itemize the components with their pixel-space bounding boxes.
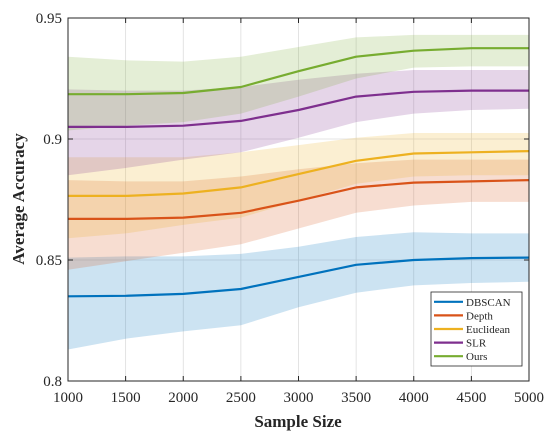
line-slr <box>68 89 529 129</box>
band-depth <box>68 159 529 270</box>
legend-label-dbscan: DBSCAN <box>466 297 511 309</box>
x-tick-label: 2000 <box>168 390 198 406</box>
x-tick-label: 3500 <box>341 390 371 406</box>
y-tick-label: 0.9 <box>43 132 62 148</box>
band-euclidean <box>68 133 529 239</box>
line-euclidean <box>68 150 530 197</box>
x-axis-ticks: 1000 1500 2000 2500 3000 3500 4000 4500 5000 <box>53 18 544 406</box>
y-tick-label: 0.8 <box>43 374 62 390</box>
band-slr <box>68 70 529 176</box>
x-tick-label: 4500 <box>456 390 486 406</box>
y-tick-label: 0.95 <box>36 11 62 27</box>
y-axis-title: Average Accuracy <box>9 133 28 265</box>
x-tick-label: 4000 <box>399 390 429 406</box>
y-axis-ticks: 0.8 0.85 0.9 0.95 <box>36 11 529 390</box>
x-axis-title: Sample Size <box>254 412 342 431</box>
confidence-bands <box>68 34 529 350</box>
x-tick-label: 1500 <box>111 390 141 406</box>
line-depth <box>68 179 530 220</box>
y-tick-label: 0.85 <box>36 253 62 269</box>
line-dbscan <box>67 256 530 298</box>
legend-label-euclidean: Euclidean <box>466 324 510 336</box>
series-lines <box>67 47 530 298</box>
legend-label-depth: Depth <box>466 310 493 322</box>
legend-label-slr: SLR <box>466 338 487 350</box>
x-tick-label: 5000 <box>514 390 544 406</box>
legend-label-ours: Ours <box>466 351 487 363</box>
line-ours <box>68 47 529 96</box>
x-tick-label: 2500 <box>226 390 256 406</box>
band-ours <box>68 34 529 131</box>
x-tick-label: 1000 <box>53 390 83 406</box>
band-dbscan <box>68 232 529 350</box>
x-tick-label: 3000 <box>284 390 314 406</box>
